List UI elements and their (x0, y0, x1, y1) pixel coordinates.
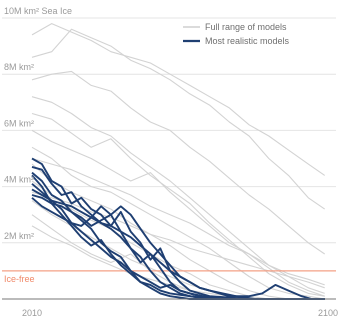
full-range-series-line-5 (31, 129, 325, 297)
x-tick-label-0: 2010 (22, 308, 42, 318)
realistic-series-line-0 (31, 157, 325, 300)
realistic-series-line-7 (31, 188, 325, 300)
y-tick-label-0: 10M km² Sea Ice (4, 6, 72, 16)
full-range-series-line-1 (31, 28, 326, 210)
x-tick-label-1: 2100 (318, 308, 338, 318)
full-range-series-line-7 (31, 163, 325, 300)
legend-label-realistic: Most realistic models (205, 36, 290, 46)
full-range-series-line-6 (31, 146, 325, 300)
full-range-series-line-12 (31, 191, 325, 289)
y-tick-label-4: 2M km² (4, 231, 34, 241)
y-tick-label-3: 4M km² (4, 175, 34, 185)
legend: Full range of models Most realistic mode… (183, 22, 290, 46)
ice-free-label: Ice-free (4, 274, 35, 284)
realistic-series-line-6 (31, 197, 325, 300)
axis-layer: 10M km² Sea Ice 8M km² 6M km² 4M km² 2M km² 2… (2, 6, 338, 318)
full-range-series-layer (31, 23, 326, 300)
legend-label-full: Full range of models (205, 22, 287, 32)
realistic-series-line-4 (31, 183, 325, 300)
full-range-series-line-4 (31, 112, 325, 297)
full-range-series-line-0 (31, 23, 326, 176)
full-range-series-line-11 (31, 157, 325, 286)
realistic-series-line-5 (31, 194, 325, 300)
full-range-series-line-2 (31, 70, 326, 255)
y-tick-label-2: 6M km² (4, 118, 34, 128)
y-tick-label-1: 8M km² (4, 62, 34, 72)
